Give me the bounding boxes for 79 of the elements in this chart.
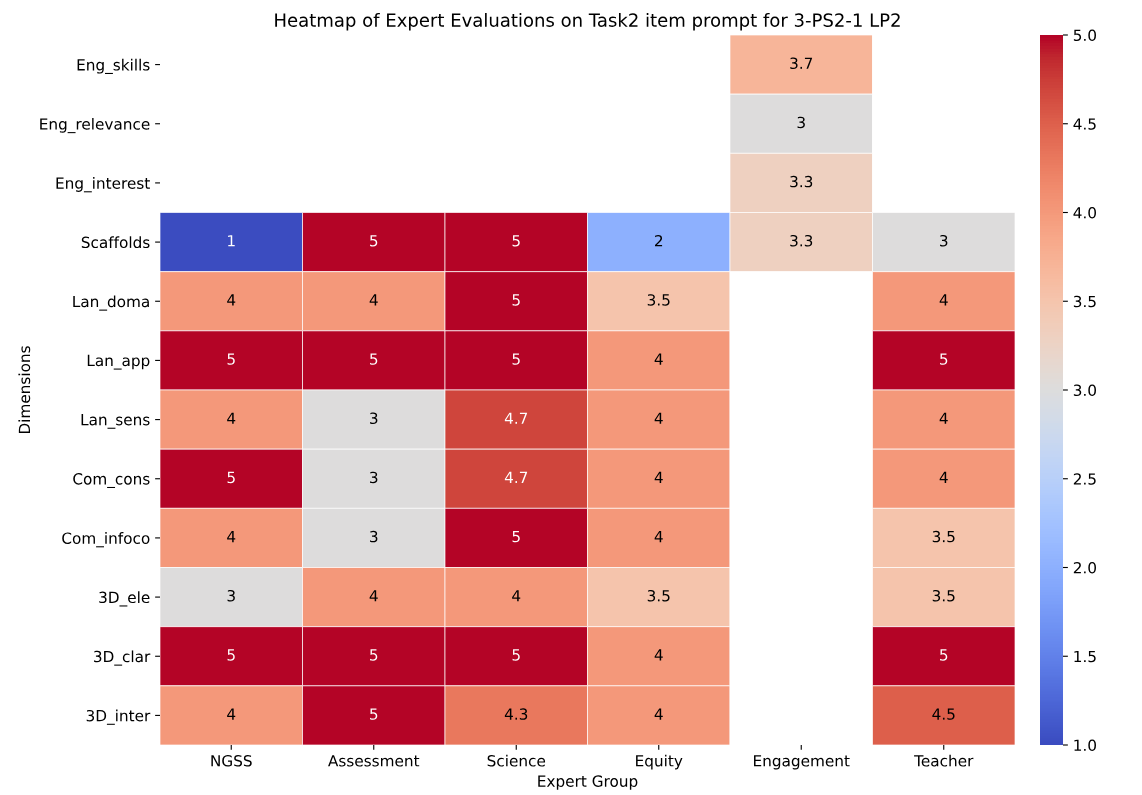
- color-bar-label: 5.0: [1073, 29, 1096, 42]
- data-label: 5: [227, 471, 235, 484]
- data-label: 3.3: [790, 234, 813, 247]
- data-label: 4.7: [504, 412, 528, 424]
- data-label: 3.5: [647, 589, 670, 602]
- y-tick-label: Scaffolds: [81, 236, 150, 249]
- data-label: 5: [940, 353, 948, 365]
- data-label: 3.5: [647, 294, 670, 306]
- data-label: 4: [654, 708, 663, 720]
- data-label: 4: [654, 649, 663, 661]
- color-bar-label: 1.0: [1074, 739, 1096, 752]
- data-label: 4: [227, 708, 236, 720]
- data-label: 4: [227, 412, 236, 424]
- x-tick-label: Science: [487, 754, 546, 767]
- data-label: 5: [512, 294, 520, 306]
- y-tick-label: Eng_interest: [56, 177, 150, 193]
- data-label: 4: [227, 294, 236, 306]
- data-label: 4: [654, 353, 663, 365]
- data-label: 4: [512, 590, 521, 602]
- color-bar-label: 1.5: [1074, 650, 1096, 663]
- y-tick-label: Eng_skills: [77, 58, 150, 74]
- data-label: 3: [940, 234, 948, 247]
- data-label: 2: [655, 234, 663, 247]
- color-bar-label: 3.0: [1073, 384, 1096, 397]
- y-tick-label: Eng_relevance: [40, 117, 150, 134]
- data-label: 4: [227, 530, 236, 543]
- color-bar-label: 2.0: [1073, 561, 1096, 574]
- data-label: 3.5: [932, 530, 955, 543]
- data-label: 5: [227, 649, 235, 661]
- data-label: 5: [512, 649, 520, 661]
- color-bar-label: 3.5: [1073, 295, 1096, 308]
- data-label: 5: [370, 353, 378, 365]
- data-label: 3: [227, 589, 235, 602]
- x-axis-title: Expert Group: [538, 775, 638, 790]
- x-tick-label: Engagement: [754, 755, 850, 770]
- y-axis-title: Dimensions: [18, 346, 31, 434]
- color-bar-label: 4.0: [1073, 206, 1096, 219]
- data-label: 3.5: [932, 589, 955, 602]
- y-tick-label: Lan_sens: [81, 414, 150, 429]
- data-label: 4.3: [504, 708, 528, 720]
- data-label: 4.5: [932, 708, 955, 720]
- data-label: 3.3: [790, 175, 813, 188]
- data-label: 1: [228, 235, 235, 247]
- x-tick-label: Assessment: [328, 755, 420, 767]
- chart-title: Heatmap of Expert Evaluations on Task2 item prompt for 3-PS2-1 LP2: [275, 12, 900, 31]
- y-tick-label: 3D_inter: [86, 709, 151, 725]
- data-label: 4: [369, 590, 378, 602]
- data-label: 5: [370, 235, 378, 247]
- data-label: 5: [370, 708, 378, 720]
- data-label: 4: [369, 294, 378, 306]
- data-label: 4: [939, 412, 948, 424]
- data-label: 5: [512, 353, 520, 365]
- x-tick-label: Teacher: [914, 754, 974, 767]
- y-tick-label: 3D_clar: [94, 650, 151, 666]
- data-label: 5: [370, 649, 378, 661]
- data-label: 4: [654, 412, 663, 424]
- data-label: 3: [370, 471, 378, 484]
- data-label: 4.7: [504, 471, 528, 483]
- x-tick-label: Equity: [636, 754, 683, 770]
- y-tick-label: 3D_ele: [99, 591, 150, 607]
- data-label: 5: [227, 353, 235, 365]
- data-label: 5: [512, 530, 520, 543]
- color-bar-label: 2.5: [1073, 473, 1096, 485]
- data-label: 3: [370, 530, 378, 543]
- data-label: 4: [939, 294, 948, 306]
- y-tick-label: Com_infoco: [62, 532, 150, 548]
- color-bar-label: 4.5: [1073, 118, 1096, 130]
- data-label: 4: [654, 471, 663, 483]
- data-label: 5: [940, 649, 948, 661]
- x-tick-label: NGSS: [211, 754, 252, 767]
- data-label: 3: [370, 412, 378, 425]
- data-label: 3.7: [790, 57, 813, 70]
- y-tick-label: Com_cons: [73, 473, 150, 489]
- y-tick-label: Lan_doma: [73, 295, 149, 311]
- data-label: 5: [512, 235, 520, 247]
- data-label: 4: [939, 471, 948, 483]
- data-label: 4: [654, 530, 663, 543]
- y-tick-label: Lan_app: [87, 354, 150, 370]
- data-label: 3: [797, 116, 805, 129]
